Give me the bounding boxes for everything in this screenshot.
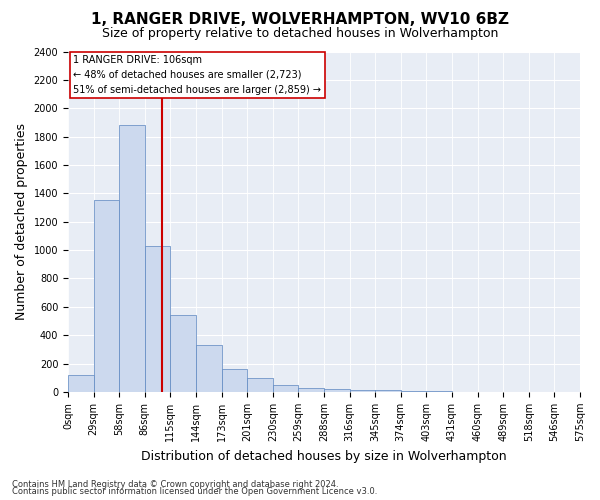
Bar xyxy=(401,391,427,392)
Bar xyxy=(273,385,298,392)
Bar xyxy=(427,391,452,392)
Bar xyxy=(221,369,247,392)
Bar xyxy=(119,126,145,392)
Bar xyxy=(350,390,375,392)
Text: Size of property relative to detached houses in Wolverhampton: Size of property relative to detached ho… xyxy=(102,28,498,40)
Text: 1 RANGER DRIVE: 106sqm
← 48% of detached houses are smaller (2,723)
51% of semi-: 1 RANGER DRIVE: 106sqm ← 48% of detached… xyxy=(73,55,321,94)
X-axis label: Distribution of detached houses by size in Wolverhampton: Distribution of detached houses by size … xyxy=(141,450,507,462)
Text: 1, RANGER DRIVE, WOLVERHAMPTON, WV10 6BZ: 1, RANGER DRIVE, WOLVERHAMPTON, WV10 6BZ xyxy=(91,12,509,28)
Text: Contains HM Land Registry data © Crown copyright and database right 2024.: Contains HM Land Registry data © Crown c… xyxy=(12,480,338,489)
Bar xyxy=(375,390,401,392)
Bar xyxy=(324,389,350,392)
Text: Contains public sector information licensed under the Open Government Licence v3: Contains public sector information licen… xyxy=(12,487,377,496)
Bar xyxy=(170,316,196,392)
Bar xyxy=(247,378,273,392)
Bar xyxy=(298,388,324,392)
Bar xyxy=(94,200,119,392)
Y-axis label: Number of detached properties: Number of detached properties xyxy=(15,123,28,320)
Bar xyxy=(196,345,221,392)
Bar xyxy=(145,246,170,392)
Bar xyxy=(68,375,94,392)
